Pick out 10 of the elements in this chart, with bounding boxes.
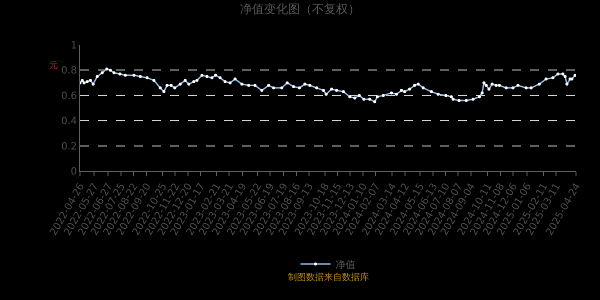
y-tick-label: 0 [70, 166, 77, 178]
y-axis-title: 元 [49, 60, 58, 71]
y-tick-label: 0.4 [61, 116, 77, 128]
text: 制图数据来自数据库 [288, 272, 369, 283]
legend-label: 净值 [336, 258, 356, 271]
y-tick-label: 0.2 [61, 141, 77, 152]
chart-title: 净值变化图（不复权） [240, 2, 360, 16]
y-tick-label: 1 [70, 40, 77, 52]
y-tick-label: 0.6 [61, 90, 77, 102]
y-tick-label: 0.8 [61, 66, 77, 77]
